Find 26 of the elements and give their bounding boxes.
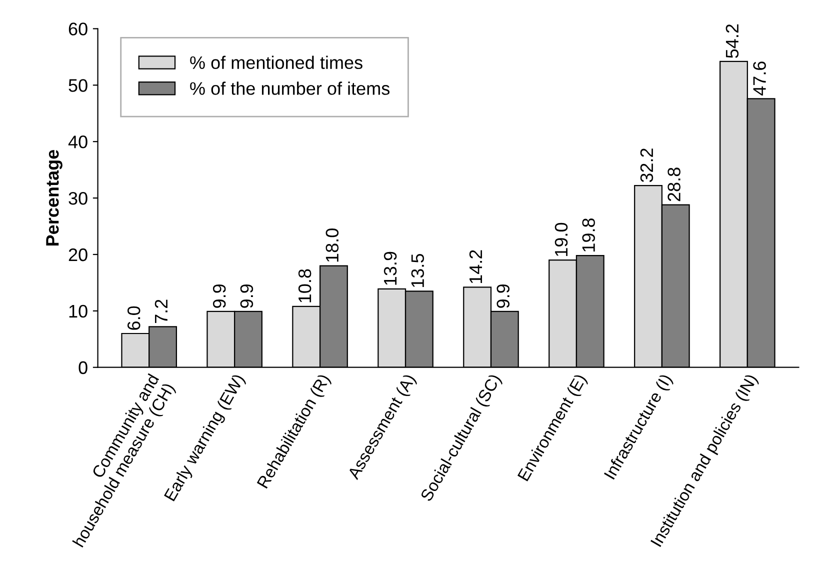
- data-label: 7.2: [154, 300, 168, 324]
- y-tick-label: 20: [68, 248, 88, 262]
- data-label: 54.2: [726, 24, 739, 58]
- data-label: 13.9: [384, 252, 397, 285]
- data-label: 9.9: [240, 284, 254, 308]
- data-label: 19.8: [582, 218, 595, 252]
- y-tick-label: 30: [68, 192, 88, 205]
- legend-label: % of mentioned times: [190, 56, 362, 70]
- data-label: 9.9: [496, 284, 510, 308]
- data-label: 47.6: [753, 62, 766, 96]
- data-label: 14.2: [469, 250, 482, 284]
- data-label: 9.9: [212, 284, 226, 308]
- data-label: 19.0: [554, 222, 568, 256]
- data-label: 28.8: [668, 168, 680, 202]
- data-label: 6.0: [127, 306, 140, 330]
- y-tick-label: 40: [68, 136, 88, 148]
- data-label: 13.5: [411, 254, 424, 288]
- data-label: 32.2: [640, 148, 654, 182]
- y-axis-title: Percentage: [46, 150, 62, 246]
- legend-label: % of the number of items: [190, 82, 390, 95]
- y-tick-label: 0: [78, 361, 88, 374]
- data-label: 10.8: [298, 269, 312, 302]
- y-tick-label: 60: [68, 22, 88, 36]
- y-tick-label: 10: [69, 304, 88, 318]
- data-label: 18.0: [326, 228, 339, 262]
- y-tick-label: 50: [68, 79, 88, 92]
